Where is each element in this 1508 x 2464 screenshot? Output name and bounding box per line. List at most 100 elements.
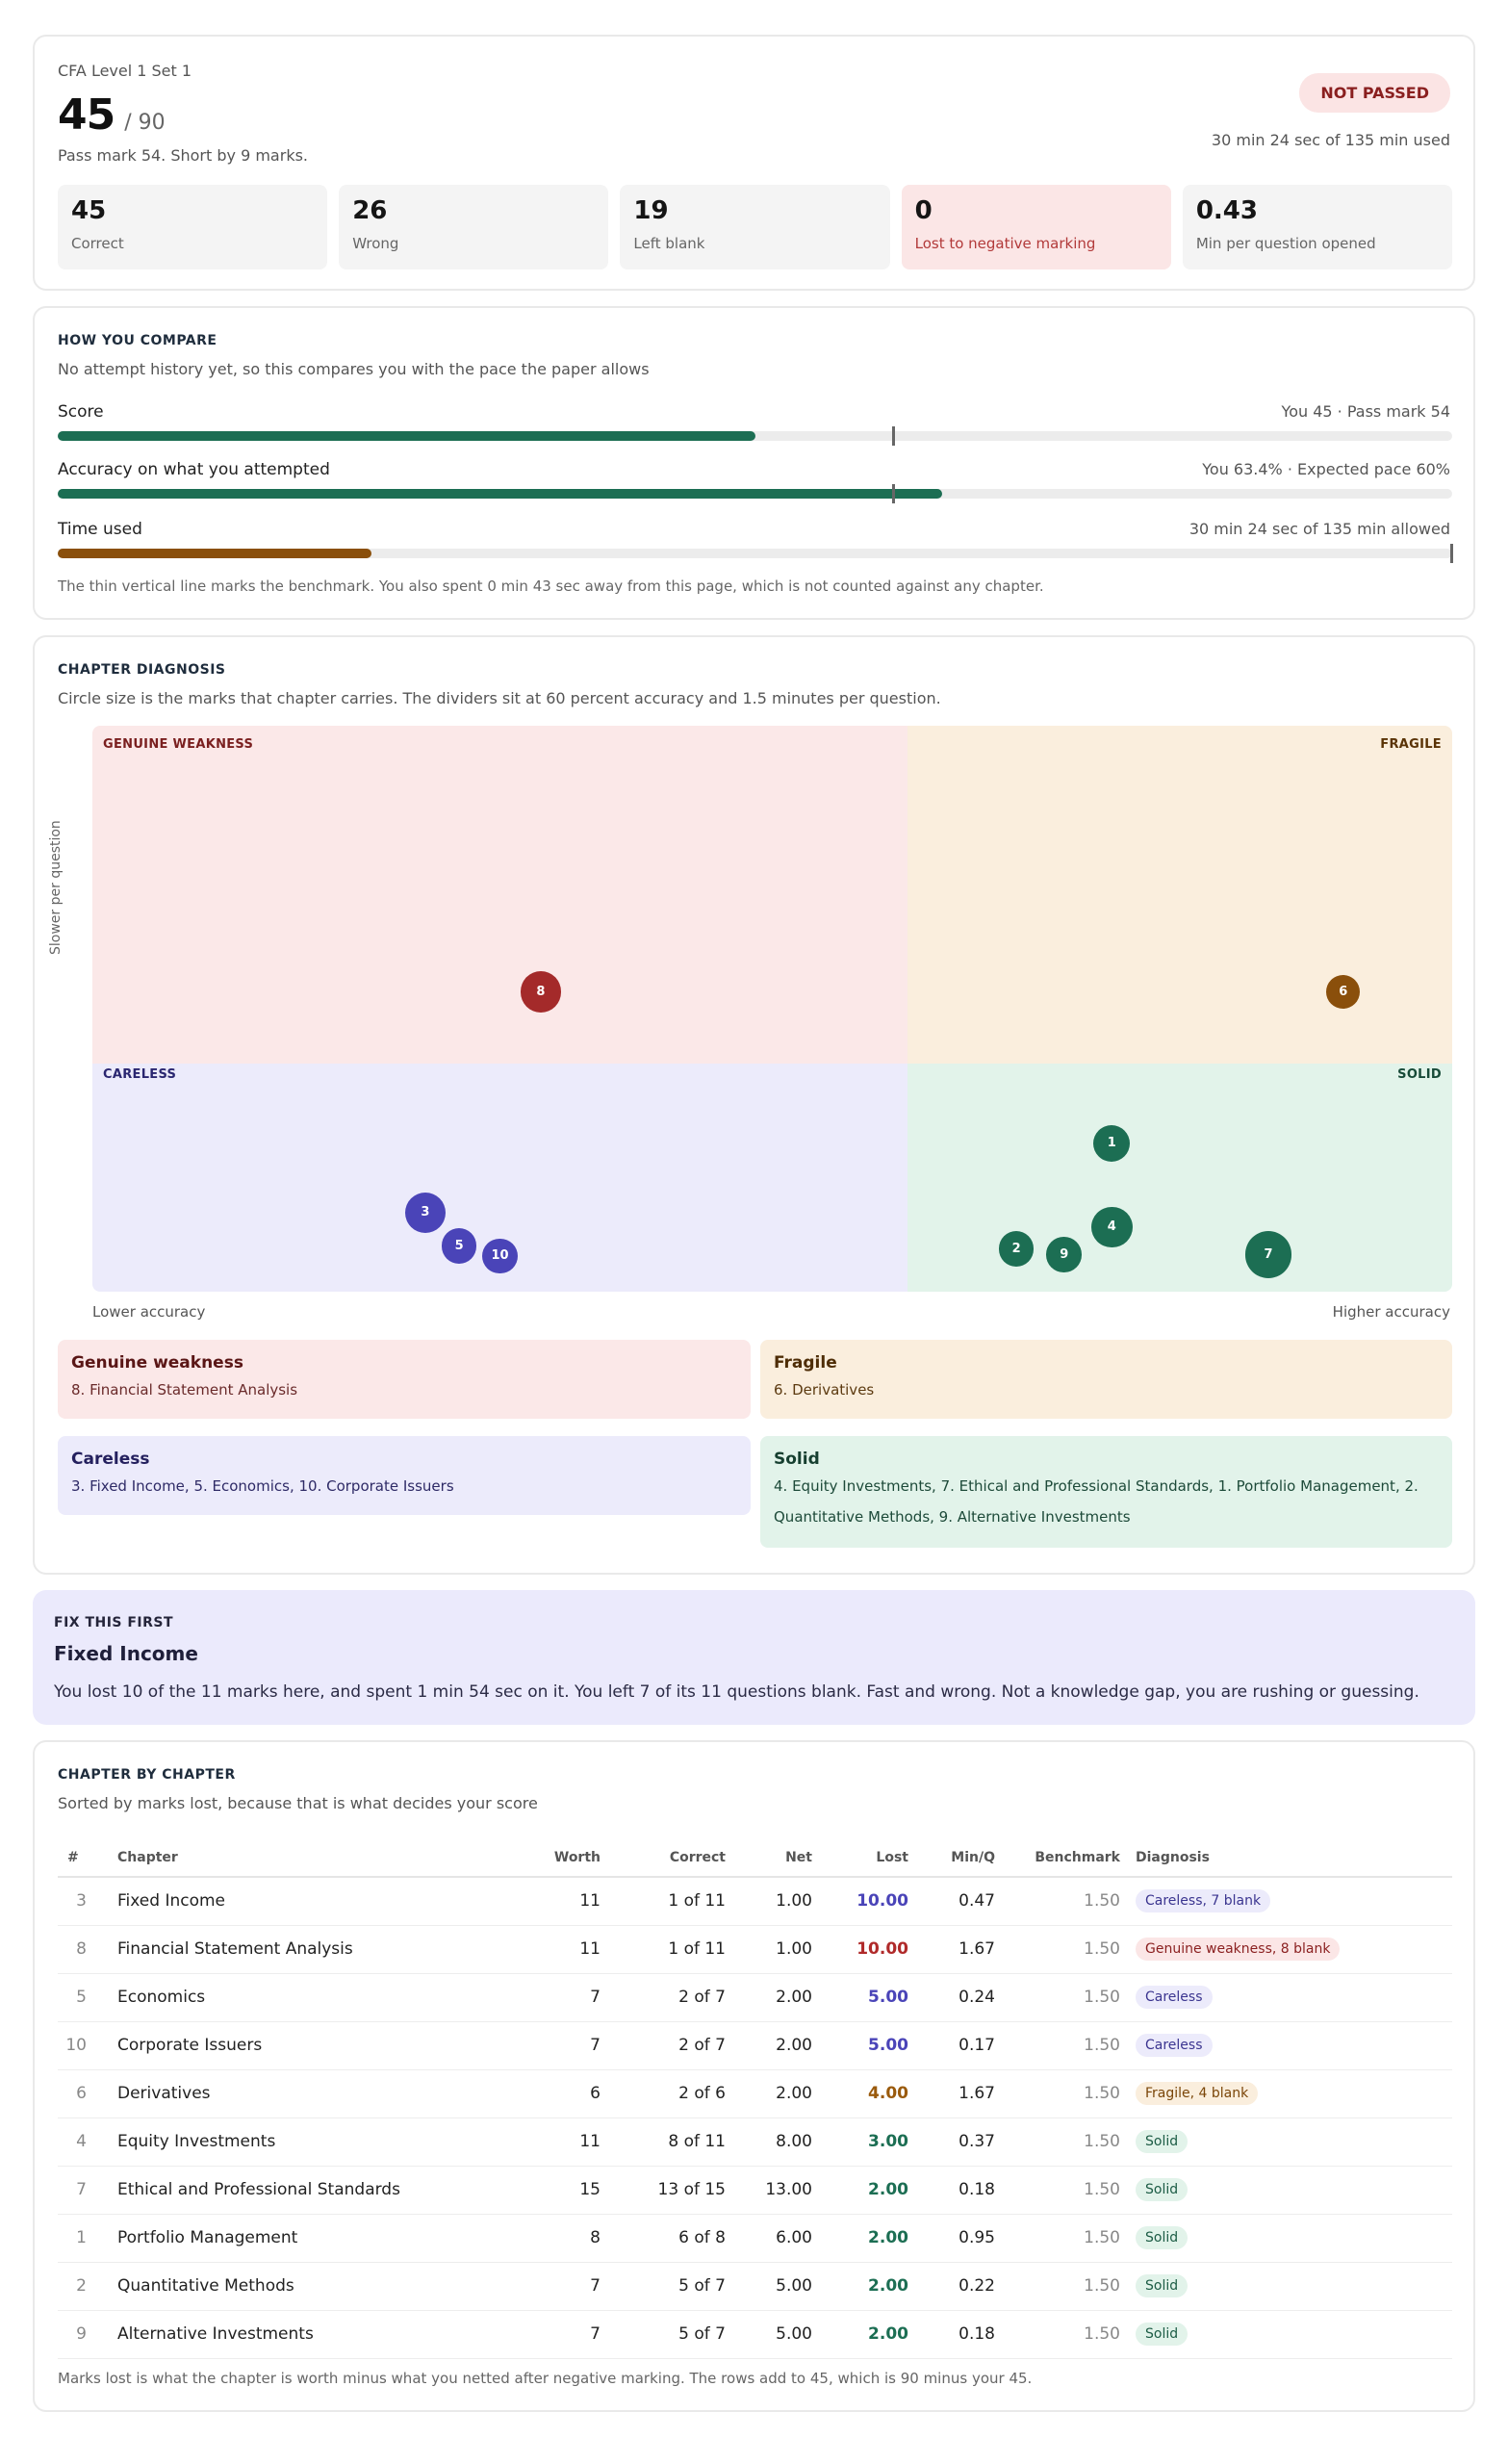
- cell-correct: 6 of 8: [608, 2214, 733, 2263]
- cell-chapter: Fixed Income: [110, 1877, 533, 1926]
- cell-net: 6.00: [733, 2214, 820, 2263]
- cell-number: 2: [58, 2262, 110, 2311]
- cell-net: 1.00: [733, 1877, 820, 1926]
- cell-diagnosis: Solid: [1128, 2262, 1452, 2311]
- cell-number: 8: [58, 1925, 110, 1974]
- chapter-bubble: 6: [1326, 974, 1361, 1009]
- cell-number: 6: [58, 2069, 110, 2118]
- cell-lost: 2.00: [820, 2310, 916, 2359]
- chapter-bubble: 4: [1091, 1206, 1133, 1248]
- cell-lost: 2.00: [820, 2166, 916, 2215]
- cell-net: 2.00: [733, 2069, 820, 2118]
- metric-value-score: You 45 · Pass mark 54: [1281, 402, 1450, 421]
- chapter-bubble: 1: [1093, 1124, 1131, 1162]
- cell-chapter: Financial Statement Analysis: [110, 1925, 533, 1974]
- table-body: 3 Fixed Income 11 1 of 11 1.00 10.00 0.47 1.50 C…: [58, 1877, 1452, 2359]
- cell-benchmark: 1.50: [1003, 2214, 1128, 2263]
- cell-chapter: Ethical and Professional Standards: [110, 2166, 533, 2215]
- score-line: 45 / 90: [58, 90, 166, 140]
- fix-first-callout: FIX THIS FIRST Fixed Income You lost 10 …: [33, 1590, 1475, 1725]
- cell-net: 8.00: [733, 2118, 820, 2167]
- section-label: CHAPTER DIAGNOSIS: [58, 662, 226, 678]
- score-value: 45: [58, 90, 115, 140]
- fix-first-title: Fixed Income: [54, 1642, 198, 1665]
- cell-minq: 0.22: [916, 2262, 1003, 2311]
- cell-benchmark: 1.50: [1003, 2262, 1128, 2311]
- diagnosis-pill: Solid: [1136, 2178, 1189, 2201]
- comparison-card: HOW YOU COMPARE No attempt history yet, …: [33, 306, 1475, 620]
- x-axis-high-label: Higher accuracy: [1332, 1303, 1450, 1321]
- table-row: 7 Ethical and Professional Standards 15 13 …: [58, 2166, 1452, 2215]
- cell-worth: 7: [533, 2021, 608, 2070]
- score-summary-card: CFA Level 1 Set 1 45 / 90 Pass mark 54. …: [33, 35, 1475, 291]
- col-header-number: #: [58, 1838, 110, 1878]
- table-row: 9 Alternative Investments 7 5 of 7 5.00 2.00 0…: [58, 2310, 1452, 2359]
- cell-minq: 1.67: [916, 2069, 1003, 2118]
- section-subtitle: Circle size is the marks that chapter ca…: [58, 689, 941, 707]
- cell-lost: 4.00: [820, 2069, 916, 2118]
- metric-value-time: 30 min 24 sec of 135 min allowed: [1189, 520, 1450, 538]
- quadrant-label: FRAGILE: [1380, 737, 1442, 752]
- cell-worth: 8: [533, 2214, 608, 2263]
- cell-worth: 6: [533, 2069, 608, 2118]
- col-header-lost: Lost: [820, 1838, 916, 1878]
- cell-minq: 0.37: [916, 2118, 1003, 2167]
- cell-diagnosis: Solid: [1128, 2310, 1452, 2359]
- stat-negative-marking: 0 Lost to negative marking: [901, 185, 1171, 270]
- diagnosis-quadrant-chart: GENUINE WEAKNESS FRAGILE CARELESS SOLID …: [92, 726, 1452, 1292]
- cell-diagnosis: Fragile, 4 blank: [1128, 2069, 1452, 2118]
- cell-correct: 1 of 11: [608, 1925, 733, 1974]
- diagnosis-box-careless: Careless 3. Fixed Income, 5. Economics, …: [58, 1436, 751, 1515]
- cell-minq: 0.24: [916, 1973, 1003, 2022]
- cell-diagnosis: Careless: [1128, 1973, 1452, 2022]
- exam-set-name: CFA Level 1 Set 1: [58, 62, 192, 80]
- diagnosis-pill: Careless: [1136, 1986, 1213, 2009]
- diagnosis-pill: Solid: [1136, 2274, 1189, 2297]
- cell-benchmark: 1.50: [1003, 1877, 1128, 1926]
- cell-worth: 7: [533, 2310, 608, 2359]
- stat-value: 0.43: [1195, 196, 1258, 225]
- stat-value: 19: [633, 196, 669, 225]
- metric-name-accuracy: Accuracy on what you attempted: [58, 460, 330, 479]
- cell-correct: 2 of 7: [608, 1973, 733, 2022]
- diagnosis-box-list: 3. Fixed Income, 5. Economics, 10. Corpo…: [71, 1477, 454, 1495]
- cell-diagnosis: Careless: [1128, 2021, 1452, 2070]
- table-row: 5 Economics 7 2 of 7 2.00 5.00 0.24 1.50 Careles…: [58, 1973, 1452, 2022]
- chapter-bubble: 8: [520, 971, 562, 1013]
- diagnosis-box-list: 6. Derivatives: [774, 1381, 875, 1399]
- diagnosis-box-fragile: Fragile 6. Derivatives: [760, 1340, 1452, 1419]
- cell-correct: 5 of 7: [608, 2262, 733, 2311]
- diagnosis-box-solid: Solid 4. Equity Investments, 7. Ethical …: [760, 1436, 1452, 1548]
- col-header-diagnosis: Diagnosis: [1128, 1838, 1452, 1878]
- cell-lost: 10.00: [820, 1925, 916, 1974]
- progress-fill: [58, 549, 372, 558]
- quadrant-solid: SOLID: [907, 1064, 1452, 1292]
- cell-benchmark: 1.50: [1003, 1925, 1128, 1974]
- chapter-bubble: 7: [1244, 1231, 1292, 1278]
- diagnosis-pill: Solid: [1136, 2226, 1189, 2249]
- table-row: 3 Fixed Income 11 1 of 11 1.00 10.00 0.47 1.50 C…: [58, 1877, 1452, 1926]
- section-subtitle: Sorted by marks lost, because that is wh…: [58, 1794, 538, 1812]
- cell-diagnosis: Careless, 7 blank: [1128, 1877, 1452, 1926]
- cell-correct: 2 of 6: [608, 2069, 733, 2118]
- chapter-bubble: 10: [482, 1238, 518, 1274]
- diagnosis-pill: Solid: [1136, 2323, 1189, 2346]
- cell-minq: 0.47: [916, 1877, 1003, 1926]
- col-header-correct: Correct: [608, 1838, 733, 1878]
- benchmark-marker: [892, 484, 896, 503]
- col-header-minq: Min/Q: [916, 1838, 1003, 1878]
- cell-chapter: Portfolio Management: [110, 2214, 533, 2263]
- cell-chapter: Quantitative Methods: [110, 2262, 533, 2311]
- table-row: 10 Corporate Issuers 7 2 of 7 2.00 5.00 0.17 1.…: [58, 2021, 1452, 2070]
- cell-benchmark: 1.50: [1003, 2069, 1128, 2118]
- cell-benchmark: 1.50: [1003, 2021, 1128, 2070]
- cell-benchmark: 1.50: [1003, 2310, 1128, 2359]
- section-label: HOW YOU COMPARE: [58, 333, 217, 348]
- cell-diagnosis: Solid: [1128, 2214, 1452, 2263]
- benchmark-marker: [892, 426, 896, 446]
- cell-minq: 0.95: [916, 2214, 1003, 2263]
- stat-correct: 45 Correct: [58, 185, 328, 270]
- metric-name-time: Time used: [58, 520, 142, 539]
- progress-bar-accuracy: [58, 484, 1452, 503]
- stat-value: 26: [352, 196, 388, 225]
